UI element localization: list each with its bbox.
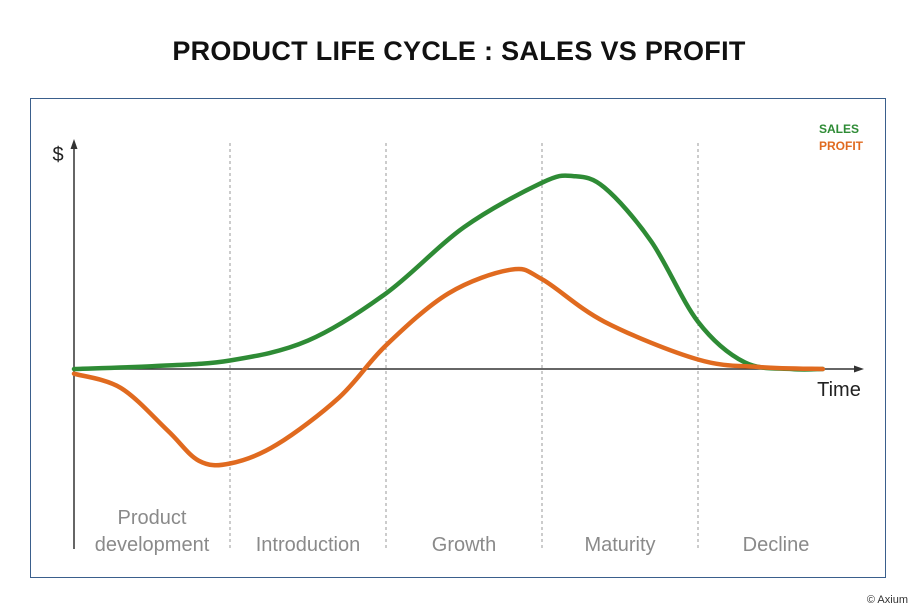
y-axis-label: $ (52, 144, 63, 166)
legend-sales: SALES (819, 122, 859, 136)
x-axis-label: Time (817, 379, 861, 401)
stage-label: development (95, 534, 210, 556)
stage-labels: Product development Introduction Growth Matu… (95, 507, 810, 556)
stage-label: Introduction (256, 534, 361, 556)
page-title: PRODUCT LIFE CYCLE : SALES VS PROFIT (172, 36, 746, 66)
stage-label: Growth (432, 534, 496, 556)
axes: $ Time (52, 139, 864, 549)
stage-dividers (229, 143, 699, 551)
series-layer (71, 173, 826, 468)
stage-label: Maturity (584, 534, 655, 556)
copyright-notice: © Axium (866, 594, 908, 606)
stage-label: Decline (743, 534, 810, 556)
life-cycle-chart: $ Time SALES PROFIT Product development In… (52, 122, 864, 556)
series-line-sales (71, 173, 826, 372)
x-axis-arrowhead (854, 365, 864, 373)
legend: SALES PROFIT (819, 122, 864, 153)
legend-profit: PROFIT (819, 139, 864, 153)
series-line-profit (71, 266, 826, 468)
stage-label: Product (118, 507, 187, 529)
y-axis-arrowhead (70, 139, 78, 149)
chart-frame: $ Time SALES PROFIT Product development In… (30, 98, 886, 578)
